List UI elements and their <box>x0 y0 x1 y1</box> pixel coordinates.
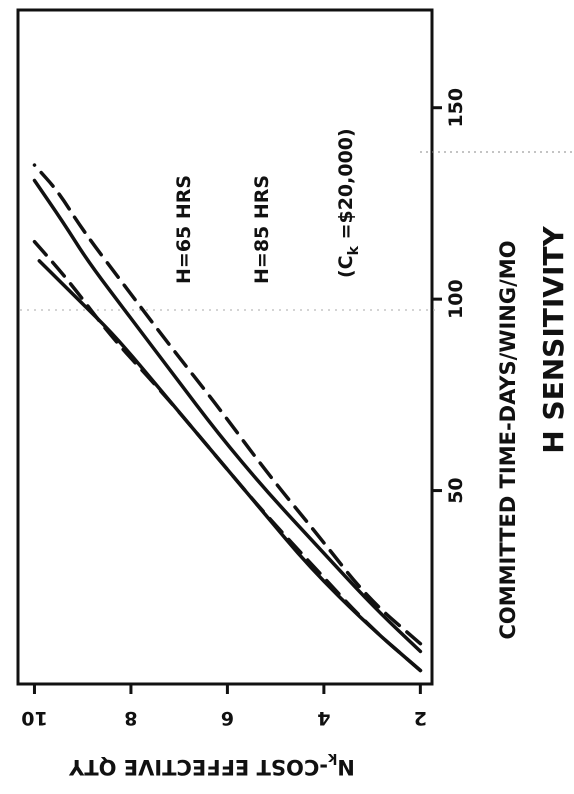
x-tick-label: 50 <box>445 477 467 503</box>
series-line-1-solid <box>37 259 423 673</box>
annotation-ck: (Ck =$20,000) <box>335 128 362 278</box>
y-tick-label: 6 <box>221 707 234 729</box>
series-line-2-dashed <box>32 239 423 673</box>
y-tick-label: 2 <box>414 707 427 729</box>
y-tick-label: 8 <box>124 707 137 729</box>
y-tick-label: 10 <box>21 707 47 729</box>
y-title-sub: k <box>327 750 337 766</box>
y-tick-label: 4 <box>317 707 330 729</box>
x-tick-label: 100 <box>445 279 467 319</box>
y-title-main: N <box>337 755 355 779</box>
y-axis-title: Nk-COST EFFECTIVE QTY <box>68 750 355 779</box>
ck-open: (C <box>335 255 357 278</box>
annotation-h65: H=65 HRS <box>173 175 195 284</box>
ck-rest: =$20,000) <box>335 128 357 246</box>
ck-sub: k <box>346 245 362 255</box>
y-title-rest: -COST EFFECTIVE QTY <box>68 755 328 779</box>
annotation-h85: H=85 HRS <box>251 175 273 284</box>
x-tick-label: 150 <box>445 88 467 128</box>
plot-frame <box>16 8 434 686</box>
series-line-3-solid <box>32 178 423 654</box>
series-line-4-dashed <box>32 163 423 646</box>
chart-title: H SENSITIVITY <box>537 226 570 454</box>
x-axis-title: COMMITTED TIME-DAYS/WING/MO <box>496 240 520 639</box>
